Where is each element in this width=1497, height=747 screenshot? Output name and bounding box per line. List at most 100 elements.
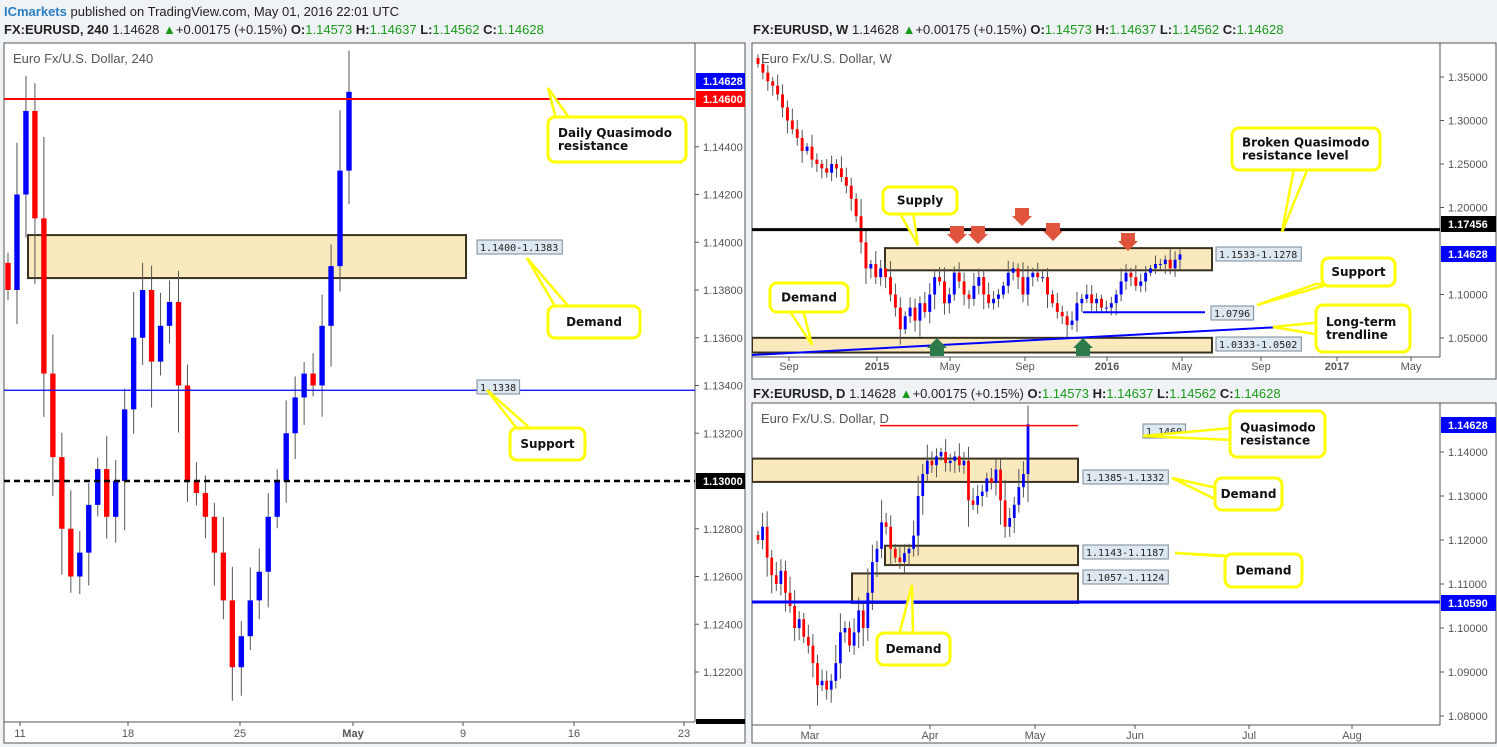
candle (820, 159, 824, 179)
candle (41, 136, 47, 417)
zone-box[interactable] (27, 234, 467, 280)
candle-body (1060, 311, 1064, 317)
candle (238, 621, 245, 696)
candle-body (1070, 320, 1074, 325)
callout-text: Demand (781, 291, 837, 305)
candle-body (68, 528, 74, 577)
quote-bar-daily: FX:EURUSD, D 1.14628 ▲+0.00175 (+0.15%) … (753, 386, 1281, 401)
candle (898, 547, 902, 569)
candle (953, 451, 957, 473)
candle-body (148, 290, 155, 362)
candle-body (157, 325, 164, 362)
candle-body (806, 636, 810, 646)
value-label: 1.1533-1.1278 (1219, 250, 1297, 261)
callout-text: Demand (886, 642, 942, 656)
candle (265, 493, 271, 608)
x-tick-label: 25 (234, 728, 246, 740)
zone-box[interactable] (884, 247, 1213, 272)
y-tick-label: 1.14200 (703, 190, 743, 202)
candle (32, 83, 38, 285)
candle (1124, 264, 1128, 290)
h-label: H: (355, 22, 370, 37)
chart-panel-daily[interactable]: Euro Fx/U.S. Dollar, D 1.14000 1.13000 1.12… (751, 402, 1497, 744)
c-label: C: (483, 22, 497, 37)
candle (942, 267, 946, 315)
candle-body (849, 185, 853, 199)
candle (5, 252, 11, 301)
x-tick-label: 2015 (865, 361, 889, 373)
candle (1075, 291, 1079, 332)
candle-body (933, 277, 937, 295)
zone-box[interactable] (884, 544, 1079, 567)
callout[interactable]: Support (1256, 256, 1397, 307)
candle-body (834, 663, 838, 681)
candle-body (771, 81, 775, 86)
y-tick-label: 1.12800 (703, 524, 743, 536)
candle-body (781, 94, 785, 108)
callout[interactable]: Demand (1174, 551, 1304, 589)
candle-body (346, 91, 352, 171)
callout[interactable]: Demand (768, 281, 850, 346)
candle-body (869, 264, 873, 269)
candle (175, 270, 182, 433)
callout-box (1213, 476, 1284, 512)
candle (933, 269, 937, 310)
x-tick-label: 9 (460, 728, 466, 740)
candle (1031, 267, 1035, 287)
x-tick-label: May (1401, 361, 1422, 373)
candle-body (1129, 272, 1133, 278)
price-tag (696, 73, 745, 89)
plot-area[interactable] (752, 53, 1301, 356)
candle-body (948, 460, 952, 463)
callout[interactable]: Demand (875, 584, 952, 667)
up-triangle-icon: ▲ (899, 386, 913, 401)
plot-area[interactable] (752, 405, 1079, 706)
chart-panel-weekly[interactable]: Euro Fx/U.S. Dollar, W 1.35000 1.30000 1.25… (751, 42, 1497, 380)
plot-area[interactable] (5, 50, 467, 701)
zone-box[interactable] (752, 336, 1213, 354)
chart-panel-240[interactable]: Euro Fx/U.S. Dollar, 240 1.14400 1.14200 1.… (3, 42, 746, 744)
high-value: 1.14637 (1109, 22, 1157, 37)
callout[interactable]: Demand (1171, 476, 1284, 512)
candle-body (829, 680, 833, 690)
candle-body (130, 337, 137, 410)
candle-body (59, 457, 65, 529)
x-tick-label: 18 (122, 728, 134, 740)
candle-body (1041, 277, 1045, 279)
callout[interactable]: Supply (881, 185, 959, 246)
candle-body (1090, 294, 1094, 304)
candle (921, 464, 925, 515)
callout[interactable]: Support (486, 389, 587, 462)
candle-body (889, 526, 893, 549)
zone-box[interactable] (851, 572, 1079, 604)
candle (976, 484, 980, 514)
candle (756, 530, 760, 545)
candle (903, 311, 907, 335)
candle-body (893, 294, 897, 308)
candle (301, 362, 307, 425)
candle (930, 451, 934, 473)
candle (1163, 255, 1167, 275)
candle (830, 155, 834, 182)
candle (957, 443, 961, 473)
trendline[interactable] (752, 325, 1301, 356)
candle (1060, 305, 1064, 325)
publisher-link[interactable]: ICmarkets (4, 4, 67, 19)
candle-body (971, 500, 975, 505)
candle (990, 468, 993, 490)
open-value: 1.14573 (1044, 22, 1092, 37)
candle (972, 272, 976, 306)
candle-body (884, 268, 888, 278)
value-label-box (1215, 246, 1302, 262)
candle (157, 292, 164, 376)
candle-body (795, 129, 799, 138)
candle (166, 280, 173, 344)
candle (779, 559, 783, 596)
candle (879, 259, 883, 286)
callout[interactable]: Demand (525, 257, 642, 340)
